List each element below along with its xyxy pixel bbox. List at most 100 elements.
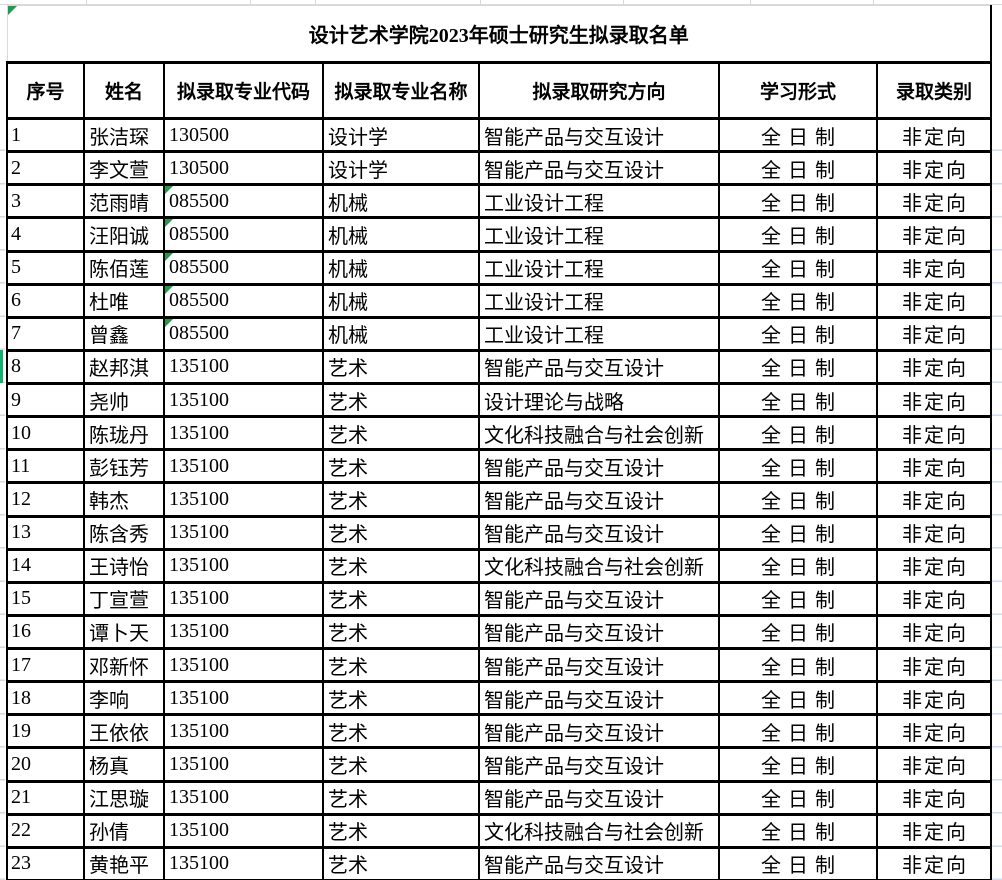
cell-category[interactable]: 非定向 [876, 216, 992, 253]
cell-direction[interactable]: 智能产品与交互设计 [478, 680, 720, 717]
cell-major[interactable]: 艺术 [322, 580, 480, 617]
cell-form[interactable]: 全日制 [718, 249, 878, 286]
cell-code[interactable]: 130500 [163, 150, 324, 187]
cell-direction[interactable]: 智能产品与交互设计 [478, 613, 720, 651]
cell-code[interactable]: 085500 [163, 216, 324, 253]
cell-code[interactable]: 135100 [163, 613, 324, 651]
cell-code[interactable]: 135100 [163, 547, 324, 584]
cell-form[interactable]: 全日制 [718, 183, 878, 220]
cell-category[interactable]: 非定向 [876, 282, 992, 319]
cell-direction[interactable]: 智能产品与交互设计 [478, 713, 720, 750]
cell-name[interactable]: 江思璇 [83, 779, 165, 816]
cell-direction[interactable]: 智能产品与交互设计 [478, 845, 720, 880]
cell-no[interactable]: 2 [6, 150, 85, 187]
cell-category[interactable]: 非定向 [876, 812, 992, 849]
cell-major[interactable]: 艺术 [322, 646, 480, 684]
cell-category[interactable]: 非定向 [876, 845, 992, 880]
cell-form[interactable]: 全日制 [718, 646, 878, 684]
cell-category[interactable]: 非定向 [876, 150, 992, 187]
cell-direction[interactable]: 智能产品与交互设计 [478, 116, 720, 154]
header-direction[interactable]: 拟录取研究方向 [478, 61, 720, 120]
cell-form[interactable]: 全日制 [718, 580, 878, 617]
cell-major[interactable]: 艺术 [322, 348, 480, 386]
header-no[interactable]: 序号 [6, 61, 85, 120]
cell-major[interactable]: 艺术 [322, 547, 480, 584]
cell-direction[interactable]: 文化科技融合与社会创新 [478, 415, 720, 452]
cell-code[interactable]: 135100 [163, 415, 324, 452]
cell-form[interactable]: 全日制 [718, 216, 878, 253]
cell-name[interactable]: 陈珑丹 [83, 415, 165, 452]
cell-name[interactable]: 韩杰 [83, 481, 165, 518]
sheet-title-cell[interactable]: 设计艺术学院2023年硕士研究生拟录取名单 [6, 5, 992, 64]
cell-no[interactable]: 8 [6, 348, 85, 386]
cell-code[interactable]: 135100 [163, 514, 324, 551]
header-major[interactable]: 拟录取专业名称 [322, 61, 480, 120]
cell-category[interactable]: 非定向 [876, 646, 992, 684]
cell-form[interactable]: 全日制 [718, 481, 878, 518]
cell-form[interactable]: 全日制 [718, 116, 878, 154]
cell-code[interactable]: 135100 [163, 381, 324, 419]
cell-form[interactable]: 全日制 [718, 680, 878, 717]
cell-major[interactable]: 艺术 [322, 680, 480, 717]
cell-direction[interactable]: 智能产品与交互设计 [478, 150, 720, 187]
cell-major[interactable]: 艺术 [322, 746, 480, 783]
cell-category[interactable]: 非定向 [876, 746, 992, 783]
cell-form[interactable]: 全日制 [718, 812, 878, 849]
cell-no[interactable]: 11 [6, 448, 85, 485]
cell-category[interactable]: 非定向 [876, 613, 992, 651]
cell-category[interactable]: 非定向 [876, 547, 992, 584]
cell-no[interactable]: 12 [6, 481, 85, 518]
cell-name[interactable]: 彭钰芳 [83, 448, 165, 485]
cell-direction[interactable]: 智能产品与交互设计 [478, 779, 720, 816]
cell-no[interactable]: 18 [6, 680, 85, 717]
cell-form[interactable]: 全日制 [718, 779, 878, 816]
cell-category[interactable]: 非定向 [876, 315, 992, 352]
cell-no[interactable]: 21 [6, 779, 85, 816]
cell-major[interactable]: 机械 [322, 249, 480, 286]
cell-code[interactable]: 135100 [163, 812, 324, 849]
cell-direction[interactable]: 智能产品与交互设计 [478, 646, 720, 684]
cell-form[interactable]: 全日制 [718, 448, 878, 485]
cell-no[interactable]: 3 [6, 183, 85, 220]
cell-major[interactable]: 设计学 [322, 150, 480, 187]
cell-major[interactable]: 艺术 [322, 448, 480, 485]
cell-major[interactable]: 艺术 [322, 481, 480, 518]
cell-form[interactable]: 全日制 [718, 348, 878, 386]
cell-form[interactable]: 全日制 [718, 315, 878, 352]
cell-name[interactable]: 尧帅 [83, 381, 165, 419]
cell-name[interactable]: 邓新怀 [83, 646, 165, 684]
cell-name[interactable]: 丁宣萱 [83, 580, 165, 617]
header-code[interactable]: 拟录取专业代码 [163, 61, 324, 120]
cell-no[interactable]: 4 [6, 216, 85, 253]
cell-form[interactable]: 全日制 [718, 613, 878, 651]
cell-direction[interactable]: 工业设计工程 [478, 315, 720, 352]
cell-category[interactable]: 非定向 [876, 713, 992, 750]
cell-direction[interactable]: 智能产品与交互设计 [478, 514, 720, 551]
header-name[interactable]: 姓名 [83, 61, 165, 120]
cell-code[interactable]: 135100 [163, 448, 324, 485]
cell-major[interactable]: 机械 [322, 216, 480, 253]
cell-major[interactable]: 艺术 [322, 381, 480, 419]
cell-no[interactable]: 15 [6, 580, 85, 617]
cell-category[interactable]: 非定向 [876, 680, 992, 717]
cell-code[interactable]: 135100 [163, 845, 324, 880]
cell-category[interactable]: 非定向 [876, 448, 992, 485]
header-category[interactable]: 录取类别 [876, 61, 992, 120]
cell-name[interactable]: 李响 [83, 680, 165, 717]
cell-category[interactable]: 非定向 [876, 183, 992, 220]
cell-code[interactable]: 085500 [163, 282, 324, 319]
cell-name[interactable]: 杜唯 [83, 282, 165, 319]
cell-form[interactable]: 全日制 [718, 845, 878, 880]
cell-direction[interactable]: 工业设计工程 [478, 183, 720, 220]
cell-major[interactable]: 艺术 [322, 713, 480, 750]
cell-name[interactable]: 汪阳诚 [83, 216, 165, 253]
cell-major[interactable]: 机械 [322, 315, 480, 352]
cell-name[interactable]: 杨真 [83, 746, 165, 783]
cell-name[interactable]: 赵邦淇 [83, 348, 165, 386]
cell-no[interactable]: 9 [6, 381, 85, 419]
cell-no[interactable]: 13 [6, 514, 85, 551]
cell-code[interactable]: 135100 [163, 713, 324, 750]
cell-name[interactable]: 张洁琛 [83, 116, 165, 154]
cell-name[interactable]: 王诗怡 [83, 547, 165, 584]
cell-direction[interactable]: 智能产品与交互设计 [478, 746, 720, 783]
